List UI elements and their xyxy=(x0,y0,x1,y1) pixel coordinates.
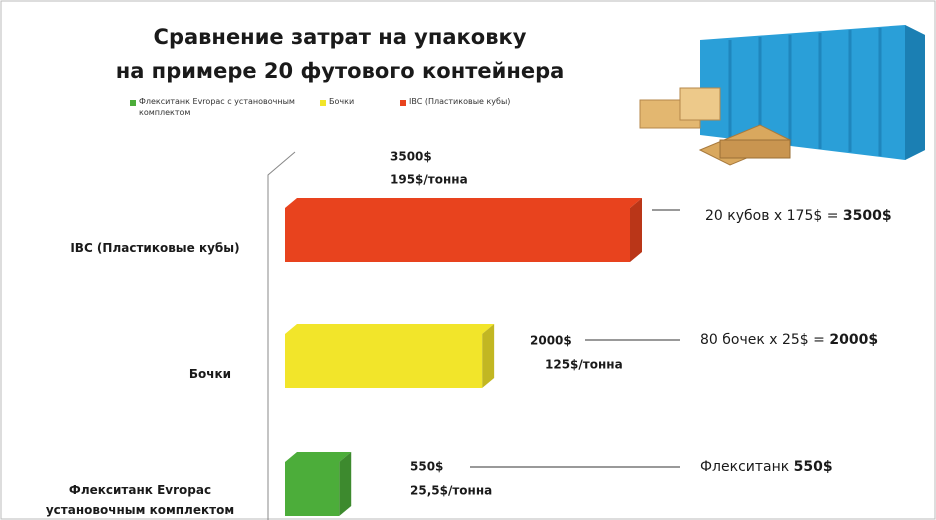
annotation-text: 80 бочек х 25$ = xyxy=(700,332,825,348)
bar xyxy=(285,334,482,388)
category-label-box: Флекситанк Evropac установочным комплект… xyxy=(20,480,260,520)
chart-subtitle: на примере 20 футового контейнера xyxy=(116,59,565,83)
category-label: IBC (Пластиковые кубы) xyxy=(40,238,270,258)
per-ton-label: 195$/тонна xyxy=(390,173,468,187)
legend-label-box: Флекситанк Evropac с установочным компле… xyxy=(139,96,309,126)
category-label: Флекситанк Evropac установочным комплект… xyxy=(20,480,260,520)
legend-label: Флекситанк Evropac с установочным компле… xyxy=(139,96,309,118)
per-ton-label: 25,5$/тонна xyxy=(410,484,492,498)
bar-top xyxy=(285,324,494,334)
annotation-bold: 3500$ xyxy=(843,208,892,224)
annotation-text: Флекситанк xyxy=(700,459,789,475)
bar-group xyxy=(285,198,642,262)
category-label: Бочки xyxy=(110,364,310,384)
category-label-box: Бочки xyxy=(110,364,310,406)
legend-label: IBC (Пластиковые кубы) xyxy=(409,96,569,107)
value-label: 3500$ xyxy=(390,150,432,164)
bar-group xyxy=(285,452,351,516)
annotation-text: 20 кубов х 175$ = xyxy=(705,208,838,224)
chart-title: Сравнение затрат на упаковку xyxy=(154,25,527,49)
legend-swatch xyxy=(400,100,406,106)
annotation: Флекситанк 550$ xyxy=(700,459,833,475)
bar-top xyxy=(285,198,642,208)
annotation-bold: 2000$ xyxy=(829,332,878,348)
bar xyxy=(285,462,339,516)
bar-side xyxy=(339,452,351,516)
bar-side xyxy=(482,324,494,388)
legend-label-box: Бочки xyxy=(329,96,399,126)
legend-label: Бочки xyxy=(329,96,399,107)
legend-swatch xyxy=(130,100,136,106)
category-label-box: IBC (Пластиковые кубы) xyxy=(40,238,270,280)
annotation: 20 кубов х 175$ = 3500$ xyxy=(705,208,892,224)
bar-side xyxy=(630,198,642,262)
legend-label-box: IBC (Пластиковые кубы) xyxy=(409,96,569,126)
annotation-bold: 550$ xyxy=(794,459,833,475)
annotation: 80 бочек х 25$ = 2000$ xyxy=(700,332,878,348)
value-label: 550$ xyxy=(410,460,443,474)
chart: Сравнение затрат на упаковку на примере … xyxy=(0,0,936,520)
bar-group xyxy=(285,324,494,388)
legend-swatch xyxy=(320,100,326,106)
value-label: 2000$ xyxy=(530,334,572,348)
bar xyxy=(285,208,630,262)
per-ton-label: 125$/тонна xyxy=(545,358,623,372)
